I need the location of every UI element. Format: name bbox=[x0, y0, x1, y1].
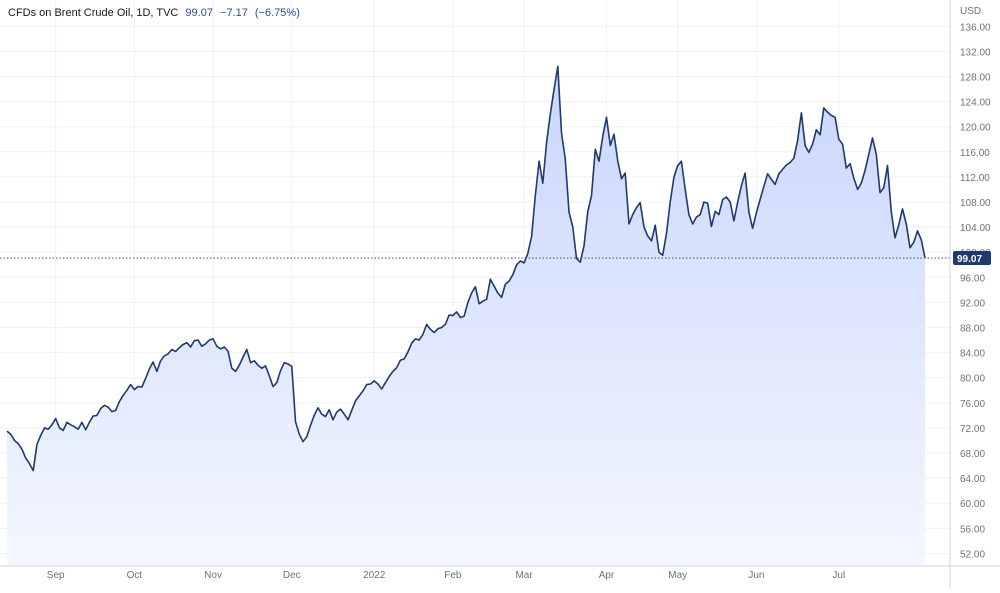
x-tick-label: May bbox=[668, 570, 687, 581]
y-tick-label: 96.00 bbox=[960, 273, 985, 284]
y-tick-label: 128.00 bbox=[960, 72, 991, 83]
y-tick-label: 104.00 bbox=[960, 223, 991, 234]
x-tick-label: Apr bbox=[599, 570, 615, 581]
legend-change: −7.17 bbox=[220, 7, 248, 19]
last-price-tag bbox=[953, 251, 991, 266]
y-tick-label: 56.00 bbox=[960, 524, 985, 535]
legend-symbol: CFDs on Brent Crude Oil, 1D, TVC bbox=[8, 7, 179, 19]
x-tick-label: Feb bbox=[444, 570, 462, 581]
legend-last-price: 99.07 bbox=[185, 7, 213, 19]
x-tick-label: Sep bbox=[47, 570, 65, 581]
y-tick-label: 136.00 bbox=[960, 22, 991, 33]
price-line-series bbox=[6, 65, 926, 472]
y-tick-label: 124.00 bbox=[960, 98, 991, 109]
currency-label: USD bbox=[960, 6, 981, 17]
y-tick-label: 72.00 bbox=[960, 424, 985, 435]
y-tick-label: 120.00 bbox=[960, 123, 991, 134]
y-tick-label: 132.00 bbox=[960, 47, 991, 58]
y-tick-label: 108.00 bbox=[960, 198, 991, 209]
y-tick-label: 80.00 bbox=[960, 374, 985, 385]
legend-change-percent: (−6.75%) bbox=[254, 7, 300, 19]
price-line bbox=[6, 65, 926, 472]
y-tick-label: 52.00 bbox=[960, 549, 985, 560]
x-tick-label: Nov bbox=[204, 570, 222, 581]
area-fill bbox=[7, 66, 925, 567]
price-tag: 99.07 bbox=[953, 251, 991, 266]
y-axis-ticks: 52.00 56.00 60.00 64.00 68.00 72.00 76.00 80.00… bbox=[960, 22, 991, 560]
x-tick-label: Oct bbox=[127, 570, 143, 581]
y-tick-label: 64.00 bbox=[960, 474, 985, 485]
x-tick-label: Dec bbox=[283, 570, 301, 581]
y-tick-label: 84.00 bbox=[960, 349, 985, 360]
chart-legend: CFDs on Brent Crude Oil, 1D, TVC 99.07 −… bbox=[8, 7, 300, 19]
last-price-tag-label: 99.07 bbox=[957, 254, 982, 265]
x-tick-label: Jun bbox=[748, 570, 764, 581]
y-tick-label: 68.00 bbox=[960, 449, 985, 460]
x-axis-ticks: Sep Oct Nov Dec 2022 Feb Mar Apr May Jun Jul bbox=[47, 570, 845, 581]
y-tick-label: 116.00 bbox=[960, 148, 990, 159]
y-tick-label: 112.00 bbox=[960, 173, 990, 184]
y-tick-label: 92.00 bbox=[960, 298, 985, 309]
y-tick-label: 88.00 bbox=[960, 324, 985, 335]
x-tick-label: Mar bbox=[515, 570, 533, 581]
area-fill-path bbox=[7, 66, 925, 567]
x-tick-label: Jul bbox=[832, 570, 845, 581]
x-tick-label: 2022 bbox=[363, 570, 386, 581]
y-tick-label: 76.00 bbox=[960, 399, 985, 410]
y-tick-label: 60.00 bbox=[960, 499, 985, 510]
